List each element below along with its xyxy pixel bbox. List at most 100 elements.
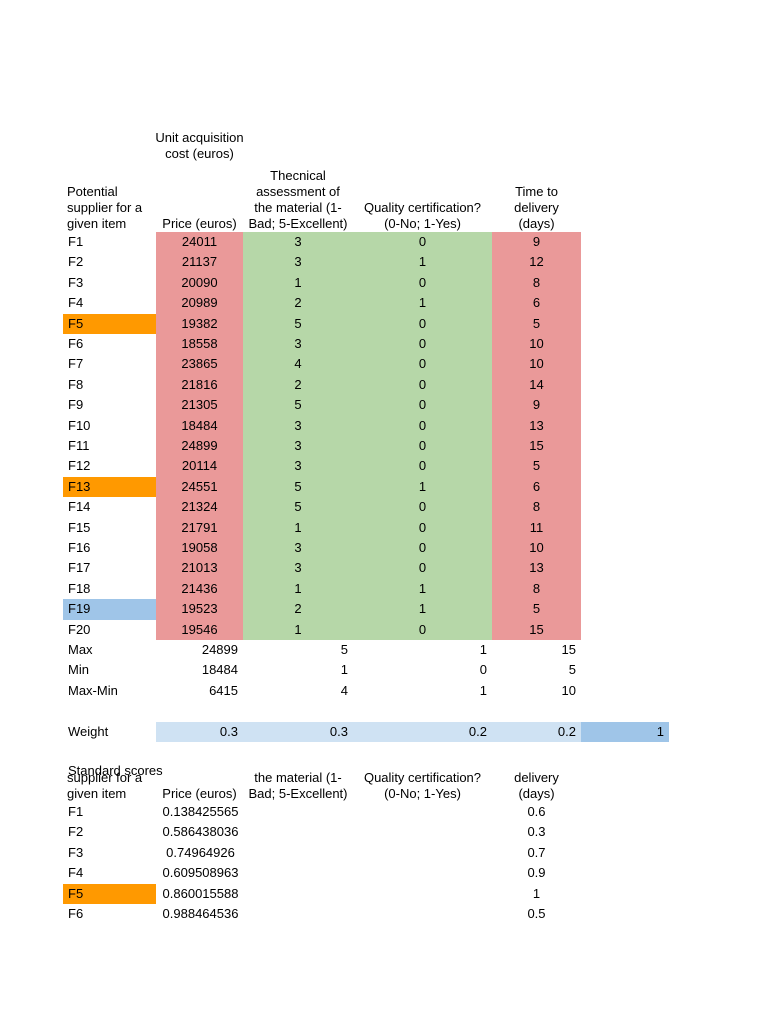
row-label: F19 [63,599,156,620]
row-label: F3 [68,844,84,860]
cell-value: 5 [243,395,353,416]
row-label: F5 [63,313,156,334]
cell-value: 21791 [156,517,243,538]
cell-value: 0 [353,334,492,355]
score-value: 0.9 [527,865,546,881]
summary-value: 5 [568,662,576,678]
cell-value: 0 [353,395,492,416]
score-column-header: the material (1-Bad; 5-Excellent) [248,770,348,801]
cell-value: 9 [492,395,581,416]
cell-value: 20989 [156,293,243,314]
summary-value: 18484 [201,662,238,678]
cell-value: 0 [353,374,492,396]
cell-value: 10 [492,354,581,375]
column-header: Time to delivery (days) [514,184,559,231]
cell-value: 21436 [156,578,243,600]
row-label: F15 [68,519,91,535]
cell-value: 5 [243,313,353,334]
weight-value: 0.2 [353,721,492,742]
summary-label: Max-Min [68,682,118,698]
summary-value: 1 [479,642,487,657]
cell-value: 18484 [156,415,243,436]
row-label: F3 [68,274,84,290]
cell-value: 19523 [156,599,243,620]
row-label: F10 [68,417,91,433]
summary-value: 4 [340,682,348,698]
score-value: 0.6 [527,804,546,819]
summary-label: Max [68,642,93,657]
cell-value: 14 [492,374,581,396]
cell-value: 0 [353,354,492,375]
summary-value: 1 [479,682,487,698]
row-label: F2 [68,254,84,270]
weight-value: 0.3 [243,721,353,742]
row-label: F5 [63,883,156,904]
row-label: F14 [68,499,91,515]
cell-value: 0 [353,517,492,538]
cell-value: 1 [353,476,492,498]
row-label: F13 [63,476,156,498]
cell-value: 10 [492,334,581,355]
cell-value: 24551 [156,476,243,498]
cell-value: 5 [243,497,353,518]
column-header: Quality certification? (0-No; 1-Yes) [363,200,482,231]
cell-value: 19058 [156,538,243,559]
column-header: Price (euros) [162,216,237,231]
cell-value: 3 [243,334,353,355]
cell-value: 1 [353,252,492,273]
cell-value: 5 [492,456,581,477]
cell-value: 3 [243,436,353,457]
cell-value: 21137 [156,252,243,273]
score-value: 0.586438036 [162,824,239,840]
cell-value: 9 [492,232,581,253]
cell-value: 10 [492,538,581,559]
score-column-header: Quality certification? (0-No; 1-Yes) [363,770,482,801]
cell-value: 23865 [156,354,243,375]
cell-value: 0 [353,313,492,334]
cell-value: 3 [243,415,353,436]
row-label: F4 [68,295,84,311]
summary-value: 5 [340,642,348,657]
cell-value: 11 [492,517,581,538]
cell-value: 18558 [156,334,243,355]
cell-value: 2 [243,293,353,314]
cell-value: 0 [353,415,492,436]
weight-value: 1 [581,721,669,742]
cell-value: 5 [243,476,353,498]
score-value: 0.5 [527,906,546,921]
row-label: F1 [68,804,84,819]
cell-value: 0 [353,272,492,294]
cell-value: 21305 [156,395,243,416]
cell-value: 0 [353,558,492,579]
summary-value: 1 [340,662,348,678]
score-value: 0.860015588 [162,885,239,901]
score-value: 0.3 [527,824,546,840]
cell-value: 3 [243,558,353,579]
cell-value: 24011 [156,232,243,253]
cell-value: 0 [353,538,492,559]
score-value: 0.74964926 [166,844,235,860]
summary-label: Min [68,662,89,678]
cell-value: 0 [353,619,492,640]
row-label: F1 [68,234,84,249]
header-note: Unit acquisition cost (euros) [155,130,244,161]
cell-value: 0 [353,436,492,457]
cell-value: 3 [243,456,353,477]
weight-value: 0.3 [156,721,243,742]
score-column-header: Price (euros) [162,786,237,801]
row-label: F7 [68,356,84,372]
summary-value: 0 [479,662,487,678]
cell-value: 5 [492,599,581,620]
row-label: F20 [68,621,91,637]
cell-value: 1 [243,578,353,600]
column-header: Potential supplier for a given item [67,184,143,231]
cell-value: 1 [243,619,353,640]
cell-value: 2 [243,599,353,620]
row-label: F11 [68,438,90,453]
cell-value: 3 [243,252,353,273]
cell-value: 1 [353,578,492,600]
cell-value: 3 [243,538,353,559]
row-label: F12 [68,458,91,474]
cell-value: 20114 [156,456,243,477]
